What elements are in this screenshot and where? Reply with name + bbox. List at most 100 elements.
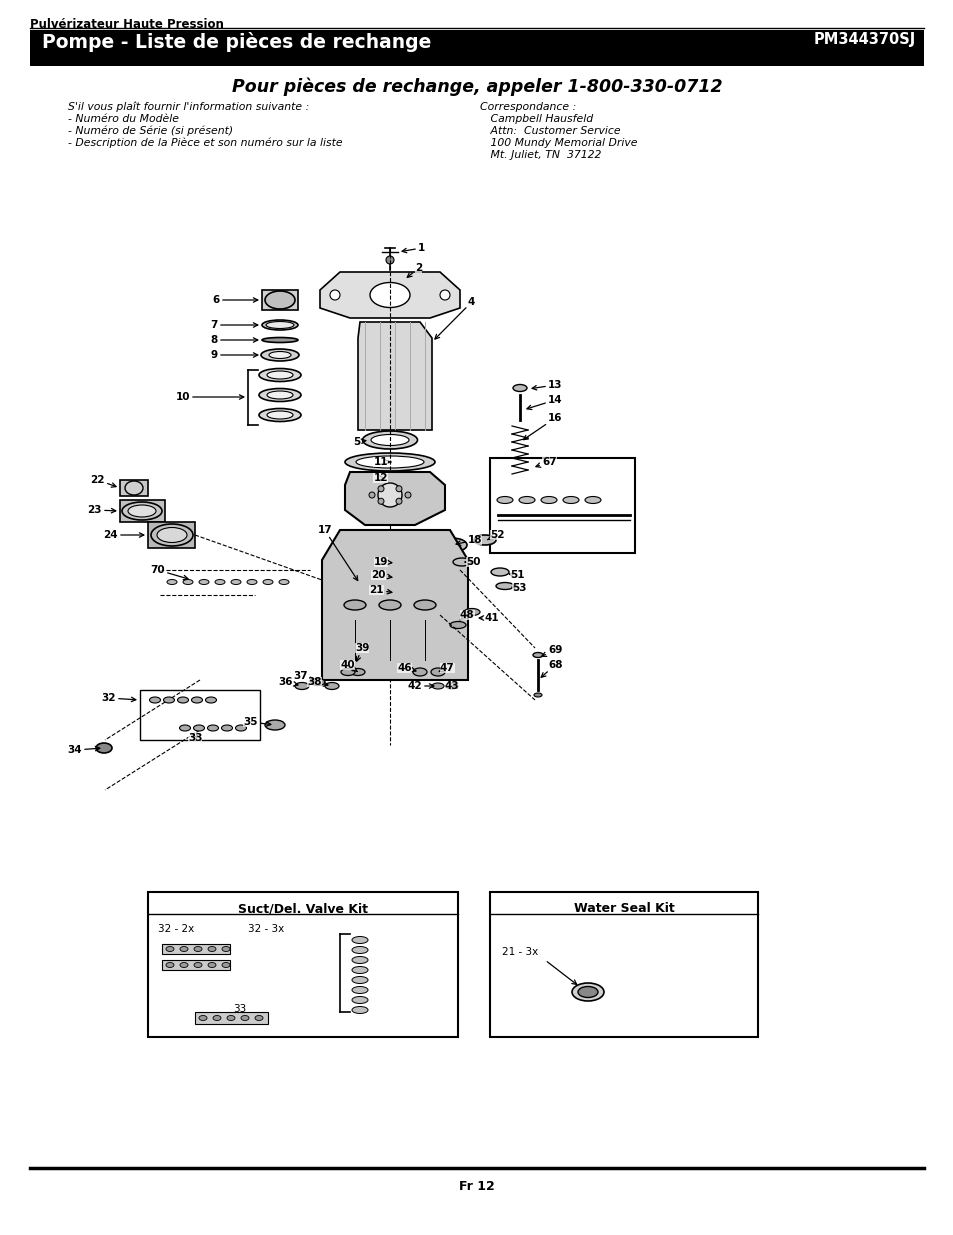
Text: 1: 1 (402, 243, 425, 253)
Ellipse shape (199, 1015, 207, 1020)
Text: 35: 35 (243, 718, 271, 727)
Ellipse shape (352, 987, 368, 993)
Text: 100 Mundy Memorial Drive: 100 Mundy Memorial Drive (479, 138, 637, 148)
Bar (490, 458, 635, 553)
Text: 39: 39 (355, 643, 369, 661)
Text: 24: 24 (103, 530, 144, 540)
Text: 69: 69 (541, 645, 561, 656)
Text: 32: 32 (101, 693, 135, 703)
Ellipse shape (562, 496, 578, 504)
Ellipse shape (208, 946, 215, 951)
Ellipse shape (497, 496, 513, 504)
Circle shape (395, 498, 401, 504)
Text: 41: 41 (478, 613, 499, 622)
Polygon shape (120, 480, 148, 496)
Ellipse shape (311, 678, 325, 685)
Text: 6: 6 (213, 295, 257, 305)
Polygon shape (357, 322, 432, 430)
Text: 21 - 3x: 21 - 3x (501, 947, 537, 957)
Ellipse shape (540, 496, 557, 504)
Ellipse shape (345, 453, 435, 471)
Text: 33: 33 (188, 734, 202, 743)
Text: 19: 19 (374, 557, 392, 567)
Ellipse shape (325, 683, 338, 689)
Ellipse shape (265, 720, 285, 730)
Ellipse shape (414, 600, 436, 610)
Text: 50: 50 (465, 557, 480, 567)
Text: 9: 9 (211, 350, 257, 359)
Ellipse shape (265, 291, 294, 309)
Ellipse shape (213, 1015, 221, 1020)
Ellipse shape (254, 1015, 263, 1020)
Ellipse shape (221, 725, 233, 731)
Text: Water Seal Kit: Water Seal Kit (573, 902, 674, 915)
Ellipse shape (450, 621, 465, 629)
Polygon shape (162, 960, 230, 969)
Circle shape (395, 485, 401, 492)
Ellipse shape (352, 1007, 368, 1014)
Ellipse shape (432, 683, 443, 689)
Circle shape (377, 483, 401, 508)
Ellipse shape (125, 480, 143, 495)
Ellipse shape (241, 1015, 249, 1020)
Text: 36: 36 (278, 677, 297, 687)
Text: - Numéro du Modèle: - Numéro du Modèle (68, 114, 179, 124)
Ellipse shape (278, 579, 289, 584)
Ellipse shape (214, 579, 225, 584)
Text: 21: 21 (369, 585, 392, 595)
Circle shape (386, 256, 394, 264)
Ellipse shape (231, 579, 241, 584)
Circle shape (330, 290, 339, 300)
Ellipse shape (199, 579, 209, 584)
Ellipse shape (352, 967, 368, 973)
Ellipse shape (166, 962, 173, 967)
Ellipse shape (193, 962, 202, 967)
Ellipse shape (193, 725, 204, 731)
Bar (148, 892, 457, 1037)
Ellipse shape (351, 668, 365, 676)
Ellipse shape (266, 321, 294, 329)
Circle shape (377, 485, 384, 492)
Ellipse shape (395, 589, 415, 597)
Ellipse shape (193, 946, 202, 951)
Text: 37: 37 (294, 671, 314, 682)
Ellipse shape (208, 962, 215, 967)
Text: 4: 4 (435, 296, 475, 340)
Ellipse shape (344, 600, 366, 610)
Text: 18: 18 (456, 535, 482, 546)
Text: Campbell Hausfeld: Campbell Hausfeld (479, 114, 593, 124)
Text: 10: 10 (175, 391, 244, 403)
Text: 40: 40 (340, 659, 357, 672)
Ellipse shape (208, 725, 218, 731)
Text: Fr 12: Fr 12 (458, 1179, 495, 1193)
Ellipse shape (258, 409, 301, 421)
Text: 42: 42 (407, 680, 434, 692)
Ellipse shape (166, 946, 173, 951)
Text: PM344370SJ: PM344370SJ (813, 32, 915, 47)
Ellipse shape (378, 547, 400, 555)
Text: 53: 53 (512, 583, 526, 593)
Ellipse shape (261, 350, 298, 361)
Ellipse shape (167, 579, 177, 584)
Ellipse shape (491, 568, 509, 576)
Ellipse shape (235, 725, 246, 731)
Ellipse shape (378, 613, 400, 620)
Text: 33: 33 (233, 1004, 247, 1014)
Text: 5: 5 (353, 437, 366, 447)
Ellipse shape (262, 337, 297, 342)
Ellipse shape (180, 946, 188, 951)
Text: 12: 12 (374, 473, 388, 483)
Text: 34: 34 (68, 745, 100, 755)
Text: 51: 51 (509, 571, 524, 580)
Ellipse shape (222, 946, 230, 951)
Ellipse shape (533, 652, 542, 657)
Ellipse shape (378, 587, 400, 594)
Polygon shape (319, 272, 459, 317)
Ellipse shape (267, 411, 293, 419)
Ellipse shape (294, 683, 309, 689)
Ellipse shape (572, 983, 603, 1002)
Ellipse shape (378, 535, 400, 541)
Ellipse shape (247, 579, 256, 584)
Text: 38: 38 (307, 677, 328, 687)
Text: 32 - 2x: 32 - 2x (158, 924, 194, 934)
